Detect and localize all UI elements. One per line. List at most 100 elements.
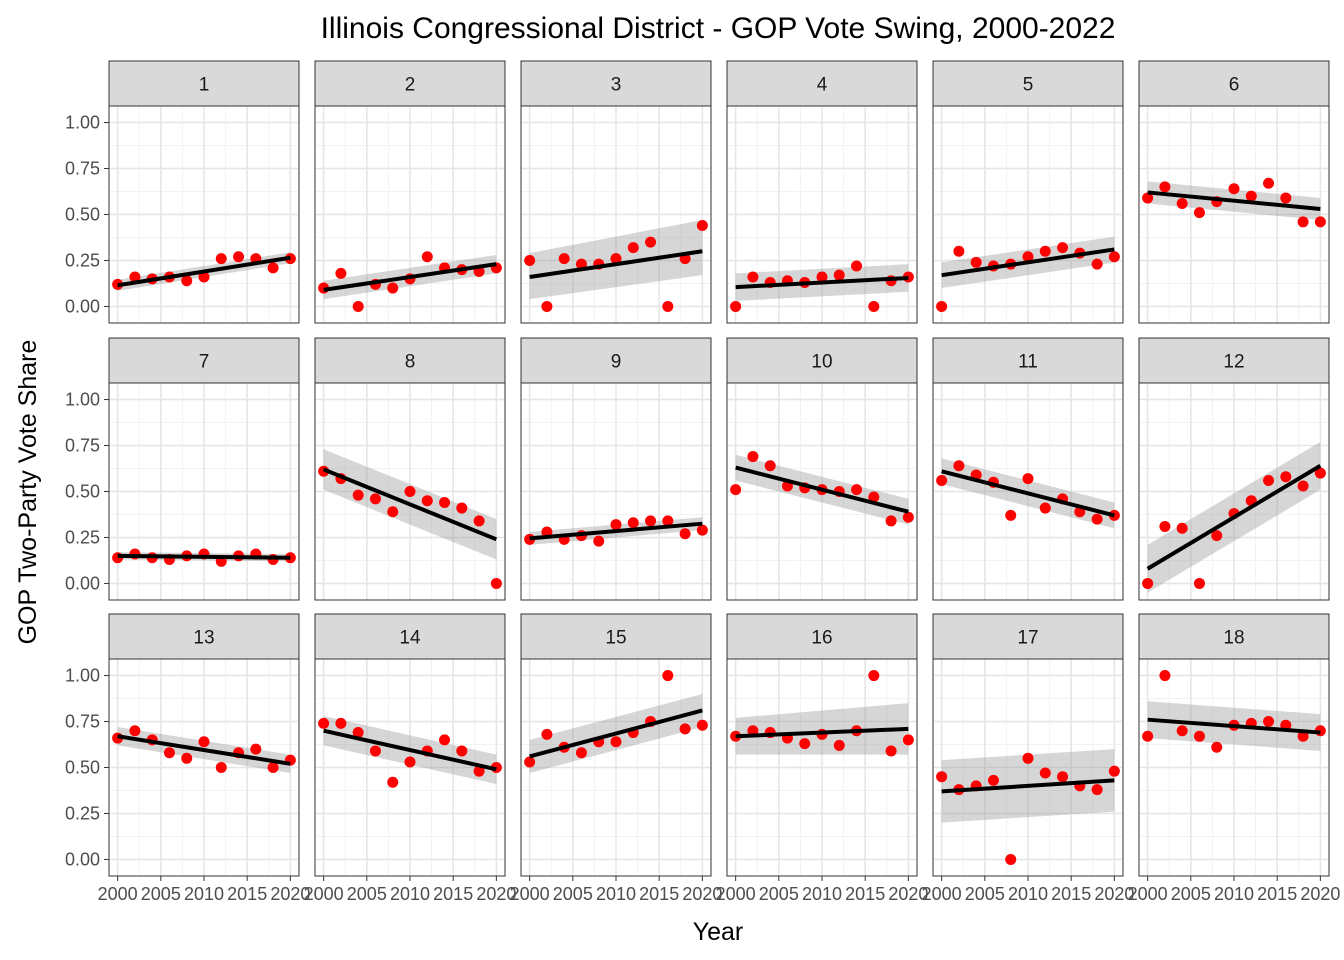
y-tick-label: 0.75 xyxy=(65,159,100,179)
data-point xyxy=(1022,251,1034,263)
data-point xyxy=(662,670,674,682)
facet-strip xyxy=(1138,337,1330,384)
data-point xyxy=(318,717,330,729)
x-tick-label: 2005 xyxy=(553,884,593,904)
panel-border xyxy=(932,382,1124,601)
facet-strip-label: 2 xyxy=(405,75,416,96)
data-point xyxy=(421,495,433,507)
data-point xyxy=(524,756,536,768)
data-point xyxy=(679,528,691,540)
facet-panel-4: 4 xyxy=(726,60,918,324)
data-point xyxy=(1297,216,1309,228)
x-tick-label: 2000 xyxy=(304,884,344,904)
x-tick-label: 2020 xyxy=(1094,884,1134,904)
facet-strip xyxy=(520,613,712,660)
trend-line xyxy=(735,726,909,739)
facet-strip-label: 8 xyxy=(405,352,416,373)
data-point xyxy=(627,517,639,529)
data-point xyxy=(181,275,193,287)
facet-strip xyxy=(1138,60,1330,107)
facet-strip-label: 10 xyxy=(811,352,832,373)
data-point xyxy=(387,506,399,518)
data-point xyxy=(936,300,948,312)
data-point xyxy=(1211,741,1223,753)
data-point xyxy=(352,727,364,739)
panel-border xyxy=(314,382,506,601)
data-point xyxy=(387,776,399,788)
data-point xyxy=(1108,765,1120,777)
data-point xyxy=(1193,207,1205,219)
trend-line xyxy=(735,465,909,514)
y-tick-label: 0.25 xyxy=(65,527,100,547)
facet-strip xyxy=(1138,613,1330,660)
facet-strip xyxy=(108,337,300,384)
data-point xyxy=(267,262,279,274)
y-tick-label: 0.00 xyxy=(65,573,100,593)
data-point xyxy=(352,300,364,312)
data-point xyxy=(730,484,742,496)
data-point xyxy=(1142,192,1154,204)
data-point xyxy=(267,762,279,773)
data-point xyxy=(439,734,451,746)
x-tick-label: 2015 xyxy=(227,884,267,904)
trend-line xyxy=(117,255,291,288)
facet-strip xyxy=(108,60,300,107)
data-point xyxy=(1091,784,1103,796)
data-point xyxy=(490,577,502,589)
facet-strip xyxy=(726,337,918,384)
data-point xyxy=(953,460,965,472)
y-tick-label: 0.00 xyxy=(65,849,100,869)
data-point xyxy=(524,254,536,266)
data-point xyxy=(1297,480,1309,492)
data-point xyxy=(851,260,863,272)
data-point xyxy=(730,300,742,312)
panel-border xyxy=(1138,382,1330,601)
panel-border xyxy=(726,105,918,324)
y-tick-label: 0.25 xyxy=(65,803,100,823)
data-point xyxy=(129,271,141,283)
data-point xyxy=(1091,513,1103,525)
data-point xyxy=(1159,520,1171,532)
facet-strip-label: 7 xyxy=(199,352,210,373)
data-point xyxy=(1039,767,1051,779)
facet-strip-label: 5 xyxy=(1023,75,1034,96)
facet-strip-label: 12 xyxy=(1223,352,1244,373)
data-point xyxy=(421,251,433,263)
data-point xyxy=(163,747,175,759)
x-tick-label: 2020 xyxy=(682,884,722,904)
facet-strip xyxy=(314,337,506,384)
data-point xyxy=(1211,530,1223,542)
data-point xyxy=(1280,471,1292,483)
data-point xyxy=(679,723,691,735)
data-point xyxy=(696,220,708,232)
data-point xyxy=(902,511,914,523)
data-point xyxy=(1314,216,1326,228)
facet-strip xyxy=(932,337,1124,384)
data-point xyxy=(473,515,485,527)
data-point xyxy=(696,719,708,731)
data-point xyxy=(233,251,245,263)
facet-strip-label: 15 xyxy=(605,628,626,649)
data-point xyxy=(1108,251,1120,263)
facet-panel-9: 9 xyxy=(520,337,712,601)
facet-panel-6: 6 xyxy=(1138,60,1330,324)
facet-panel-10: 10 xyxy=(726,337,918,601)
facet-panel-15: 15 2000 2005 2010 2015 2020 xyxy=(510,613,722,904)
x-tick-label: 2020 xyxy=(1300,884,1340,904)
data-point xyxy=(1280,192,1292,204)
panel-border xyxy=(314,105,506,324)
data-point xyxy=(439,497,451,509)
data-point xyxy=(198,736,210,748)
x-tick-label: 2015 xyxy=(639,884,679,904)
data-point xyxy=(1193,577,1205,589)
data-point xyxy=(181,752,193,764)
data-point xyxy=(335,717,347,729)
data-point xyxy=(747,451,759,463)
data-point xyxy=(541,300,553,312)
data-point xyxy=(352,489,364,501)
data-point xyxy=(1263,716,1275,728)
facet-strip xyxy=(726,613,918,660)
trend-line xyxy=(323,262,497,292)
data-point xyxy=(885,515,897,527)
x-tick-label: 2005 xyxy=(347,884,387,904)
